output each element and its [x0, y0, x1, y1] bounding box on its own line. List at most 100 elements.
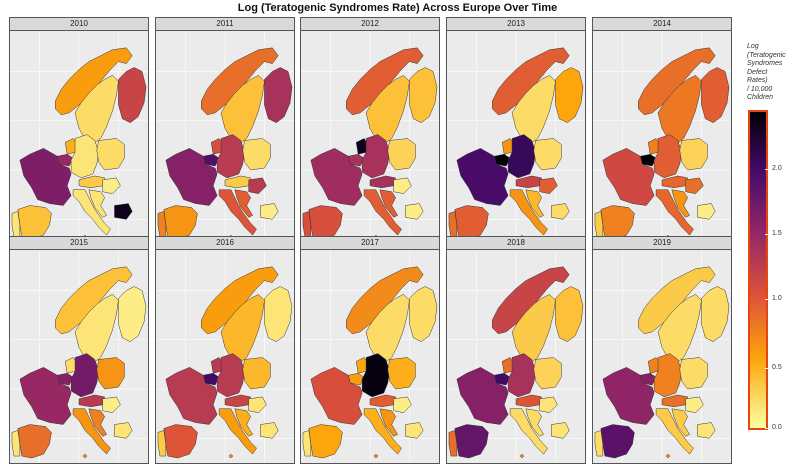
- europe-map: [156, 251, 294, 462]
- map-panel-2012: 2012: [300, 17, 440, 245]
- country-bulgaria: [114, 203, 133, 220]
- country-finland: [118, 67, 147, 124]
- country-germany: [361, 134, 390, 179]
- legend-title: Log (Teratogenic Syndromes Defect Rates)…: [747, 43, 795, 103]
- country-spain: [17, 205, 52, 240]
- country-hungary: [685, 177, 704, 194]
- legend-tick-mark: [765, 234, 770, 235]
- legend-tick-label: 0.5: [772, 364, 782, 371]
- country-france: [19, 367, 72, 425]
- country-croatia: [234, 189, 253, 218]
- map-area: [9, 250, 149, 464]
- europe-map: [301, 32, 439, 243]
- legend-colorbar: [748, 110, 768, 430]
- country-germany: [70, 134, 99, 179]
- country-norway: [346, 266, 424, 335]
- country-finland: [555, 67, 584, 124]
- country-austria: [78, 175, 105, 189]
- country-germany: [216, 134, 245, 179]
- country-portugal: [157, 430, 167, 457]
- country-croatia: [525, 408, 544, 437]
- map-panel-2013: 2013: [446, 17, 586, 245]
- country-malta: [519, 453, 525, 459]
- map-area: [155, 31, 295, 245]
- country-croatia: [671, 189, 690, 218]
- country-spain: [308, 424, 343, 459]
- country-bulgaria: [551, 422, 570, 439]
- country-norway: [201, 47, 279, 116]
- country-hungary: [248, 177, 267, 194]
- country-finland: [118, 286, 147, 343]
- country-norway: [55, 47, 133, 116]
- country-bulgaria: [114, 422, 133, 439]
- facet-strip-label: 2015: [9, 236, 149, 250]
- country-bulgaria: [405, 422, 424, 439]
- country-finland: [264, 286, 293, 343]
- facet-strip-label: 2013: [446, 17, 586, 31]
- country-poland: [533, 357, 562, 390]
- europe-map: [447, 251, 585, 462]
- facet-strip-label: 2014: [592, 17, 732, 31]
- country-france: [456, 148, 509, 206]
- country-portugal: [448, 211, 458, 238]
- country-poland: [679, 357, 708, 390]
- map-area: [446, 31, 586, 245]
- country-spain: [454, 205, 489, 240]
- country-germany: [361, 353, 390, 398]
- legend-title-line: Log: [747, 43, 759, 50]
- country-finland: [701, 286, 730, 343]
- legend-tick-label: 0.0: [772, 424, 782, 431]
- country-finland: [409, 67, 438, 124]
- country-croatia: [88, 408, 107, 437]
- map-area: [446, 250, 586, 464]
- facet-strip-label: 2017: [300, 236, 440, 250]
- country-france: [19, 148, 72, 206]
- country-hungary: [393, 177, 412, 194]
- country-finland: [409, 286, 438, 343]
- country-germany: [216, 353, 245, 398]
- legend-title-line: (Teratogenic: [747, 51, 786, 59]
- country-austria: [515, 175, 542, 189]
- legend-tick-mark: [765, 299, 770, 300]
- country-croatia: [379, 408, 398, 437]
- country-poland: [96, 138, 125, 171]
- country-austria: [515, 394, 542, 408]
- europe-map: [593, 251, 731, 462]
- country-portugal: [594, 430, 604, 457]
- facet-strip-label: 2018: [446, 236, 586, 250]
- legend-title-line: Children: [747, 94, 774, 101]
- legend-title-line: Rates): [747, 77, 768, 84]
- map-area: [300, 31, 440, 245]
- facet-strip-label: 2012: [300, 17, 440, 31]
- country-croatia: [234, 408, 253, 437]
- country-poland: [96, 357, 125, 390]
- map-panel-2019: 2019: [592, 236, 732, 464]
- country-austria: [78, 394, 105, 408]
- country-spain: [308, 205, 343, 240]
- country-hungary: [393, 396, 412, 413]
- country-italy: [218, 189, 257, 236]
- country-portugal: [157, 211, 167, 238]
- country-portugal: [11, 211, 21, 238]
- country-croatia: [88, 189, 107, 218]
- europe-map: [301, 251, 439, 462]
- map-area: [155, 250, 295, 464]
- country-finland: [264, 67, 293, 124]
- country-bulgaria: [697, 422, 716, 439]
- country-spain: [17, 424, 52, 459]
- legend-tick-mark: [765, 368, 770, 369]
- country-austria: [661, 175, 688, 189]
- country-hungary: [102, 396, 121, 413]
- country-poland: [533, 138, 562, 171]
- country-germany: [507, 134, 536, 179]
- country-spain: [600, 205, 635, 240]
- europe-map: [10, 251, 148, 462]
- country-hungary: [685, 396, 704, 413]
- country-italy: [655, 189, 694, 236]
- legend-tick-label: 1.5: [772, 230, 782, 237]
- country-finland: [701, 67, 730, 124]
- legend-title-line: Defect: [747, 68, 768, 76]
- country-austria: [661, 394, 688, 408]
- country-poland: [679, 138, 708, 171]
- map-panel-2015: 2015: [9, 236, 149, 464]
